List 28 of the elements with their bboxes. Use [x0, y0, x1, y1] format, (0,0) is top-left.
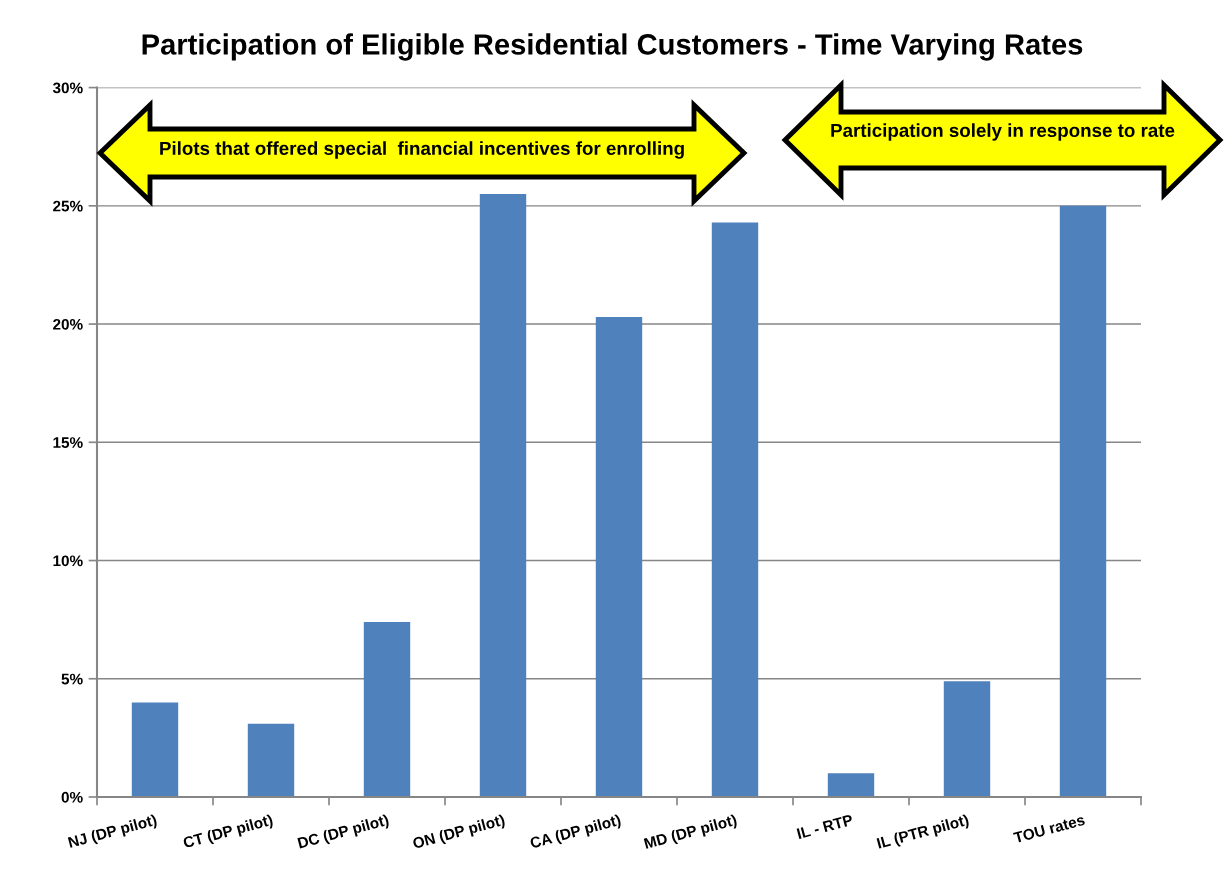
bar [595, 316, 643, 797]
y-tick-label: 30% [52, 82, 83, 94]
x-tick-label: MD (DP pilot) [643, 813, 738, 852]
y-tick-label: 20% [53, 318, 83, 330]
annotation: Participation solely in response to rate [831, 123, 1175, 141]
x-tick-label: ON (DP pilot) [412, 813, 506, 852]
bar [827, 773, 875, 797]
bar [247, 723, 295, 797]
y-tick-label: 0% [61, 791, 83, 803]
bar [131, 702, 179, 797]
bar [711, 222, 759, 797]
bar [479, 194, 527, 797]
x-tick-label: IL - RTP [796, 814, 854, 839]
x-tick-label: TOU rates [1013, 814, 1086, 844]
bar [363, 622, 411, 797]
bar [943, 681, 991, 797]
annotation: Pilots that offered special financial incentives for enrolling [160, 141, 684, 159]
x-tick-label: DC (DP pilot) [297, 813, 390, 852]
y-tick-label: 15% [53, 437, 83, 448]
chart-title: Participation of Eligible Residential Customers - Time Varying Rates [142, 33, 1083, 61]
x-tick-label: CT (DP pilot) [182, 813, 274, 852]
y-tick-label: 10% [53, 555, 83, 567]
x-tick-label: IL (PTR pilot) [876, 813, 970, 852]
bar [1059, 205, 1107, 797]
y-tick-label: 25% [53, 200, 83, 212]
y-tick-label: 5% [61, 673, 83, 685]
x-tick-label: CA (DP pilot) [529, 813, 622, 852]
x-tick-label: NJ (DP pilot) [67, 813, 158, 851]
